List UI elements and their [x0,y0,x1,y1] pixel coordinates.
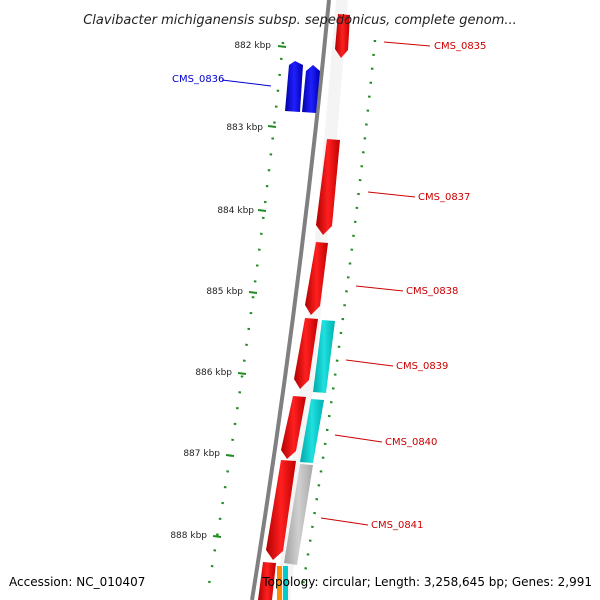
scale-label-885: 885 kbp [206,287,243,297]
genome-backbone [250,0,331,600]
gene-arrow-partial [258,562,276,600]
gene-label-cms-0836[interactable]: CMS_0836 [172,74,224,85]
scale-label-886: 886 kbp [195,368,232,378]
gene-label-cms-0841[interactable]: CMS_0841 [371,520,423,531]
gene-arrow-cms-0841[interactable] [266,460,296,560]
scale-label-883: 883 kbp [226,123,263,133]
scale-label-884: 884 kbp [217,206,254,216]
accession-text: Accession: NC_010407 [9,575,145,589]
cyan-track-segment-2 [300,399,324,463]
gene-arrow-cms-0839[interactable] [294,318,318,389]
track-marker-orange [277,566,282,600]
gray-track-segment [284,464,313,565]
label-leaders [221,41,431,526]
gene-arrow-cms-0835[interactable] [335,14,350,58]
scale-label-887: 887 kbp [183,449,220,459]
gene-label-cms-0838[interactable]: CMS_0838 [406,286,458,297]
gene-arrow-cms-0837[interactable] [316,139,340,235]
track-marker-cyan [283,566,288,600]
scale-ticks [212,45,287,538]
map-title: Clavibacter michiganensis subsp. sepedon… [83,13,517,28]
scale-label-882: 882 kbp [234,41,271,51]
cyan-track-segment-1 [313,320,335,393]
gene-label-cms-0835[interactable]: CMS_0835 [434,41,486,52]
scale-label-888: 888 kbp [170,531,207,541]
gene-arrow-cms-0840[interactable] [281,396,306,459]
gene-arrow-cms-0836[interactable] [285,61,320,113]
gene-label-cms-0839[interactable]: CMS_0839 [396,361,448,372]
gene-label-cms-0837[interactable]: CMS_0837 [418,192,470,203]
gene-label-cms-0840[interactable]: CMS_0840 [385,437,437,448]
topology-text: Topology: circular; Length: 3,258,645 bp… [261,575,592,589]
gene-arrow-cms-0838[interactable] [305,242,328,315]
